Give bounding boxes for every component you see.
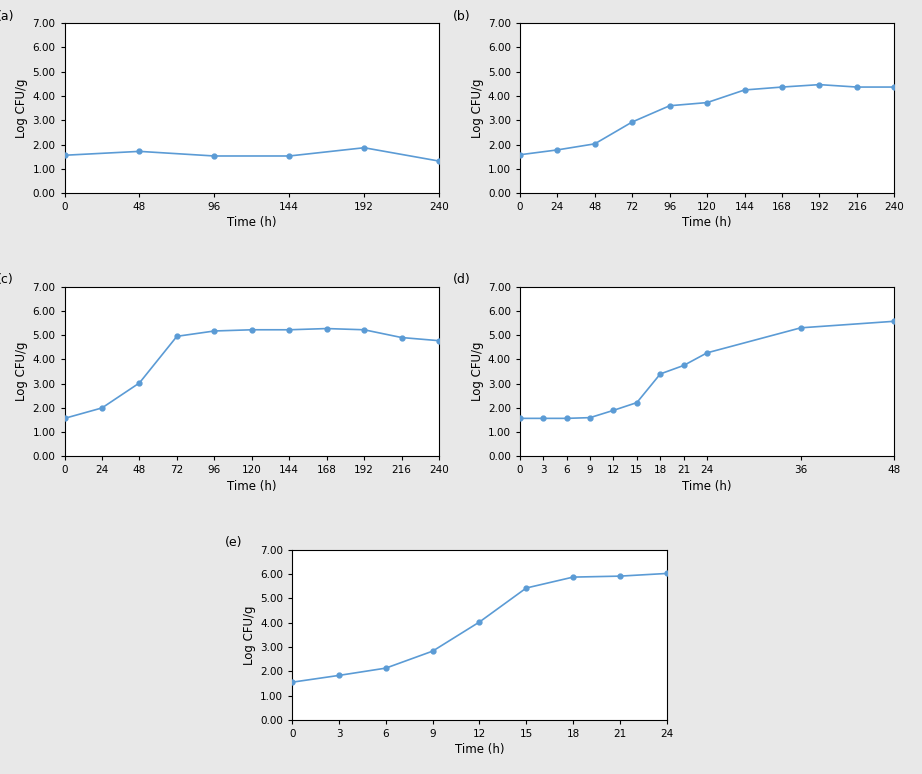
Y-axis label: Log CFU/g: Log CFU/g: [243, 605, 256, 665]
Y-axis label: Log CFU/g: Log CFU/g: [16, 78, 29, 138]
X-axis label: Time (h): Time (h): [682, 216, 732, 229]
Text: (d): (d): [453, 273, 470, 286]
Text: (c): (c): [0, 273, 14, 286]
X-axis label: Time (h): Time (h): [227, 480, 277, 493]
Text: (b): (b): [453, 9, 470, 22]
Y-axis label: Log CFU/g: Log CFU/g: [470, 78, 484, 138]
X-axis label: Time (h): Time (h): [682, 480, 732, 493]
Y-axis label: Log CFU/g: Log CFU/g: [16, 342, 29, 401]
Text: (e): (e): [225, 536, 242, 550]
Y-axis label: Log CFU/g: Log CFU/g: [470, 342, 484, 401]
X-axis label: Time (h): Time (h): [455, 743, 504, 756]
Text: (a): (a): [0, 9, 15, 22]
X-axis label: Time (h): Time (h): [227, 216, 277, 229]
